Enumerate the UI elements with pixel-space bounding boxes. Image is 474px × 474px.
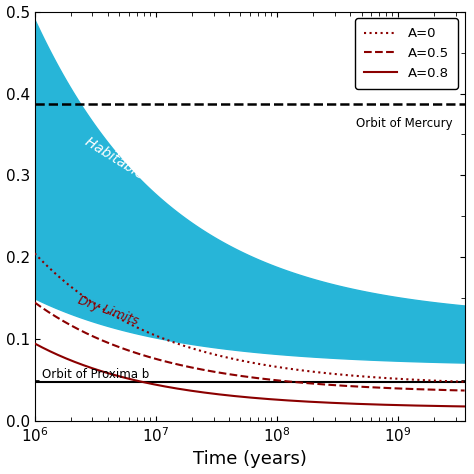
Text: Habitable Zone: Habitable Zone: [83, 135, 181, 203]
Text: Orbit of Proxima b: Orbit of Proxima b: [42, 368, 149, 381]
Legend: A=0, A=0.5, A=0.8: A=0, A=0.5, A=0.8: [355, 18, 458, 89]
Text: Orbit of Mercury: Orbit of Mercury: [356, 117, 453, 130]
X-axis label: Time (years): Time (years): [193, 450, 307, 468]
Text: Dry Limits: Dry Limits: [76, 294, 140, 328]
